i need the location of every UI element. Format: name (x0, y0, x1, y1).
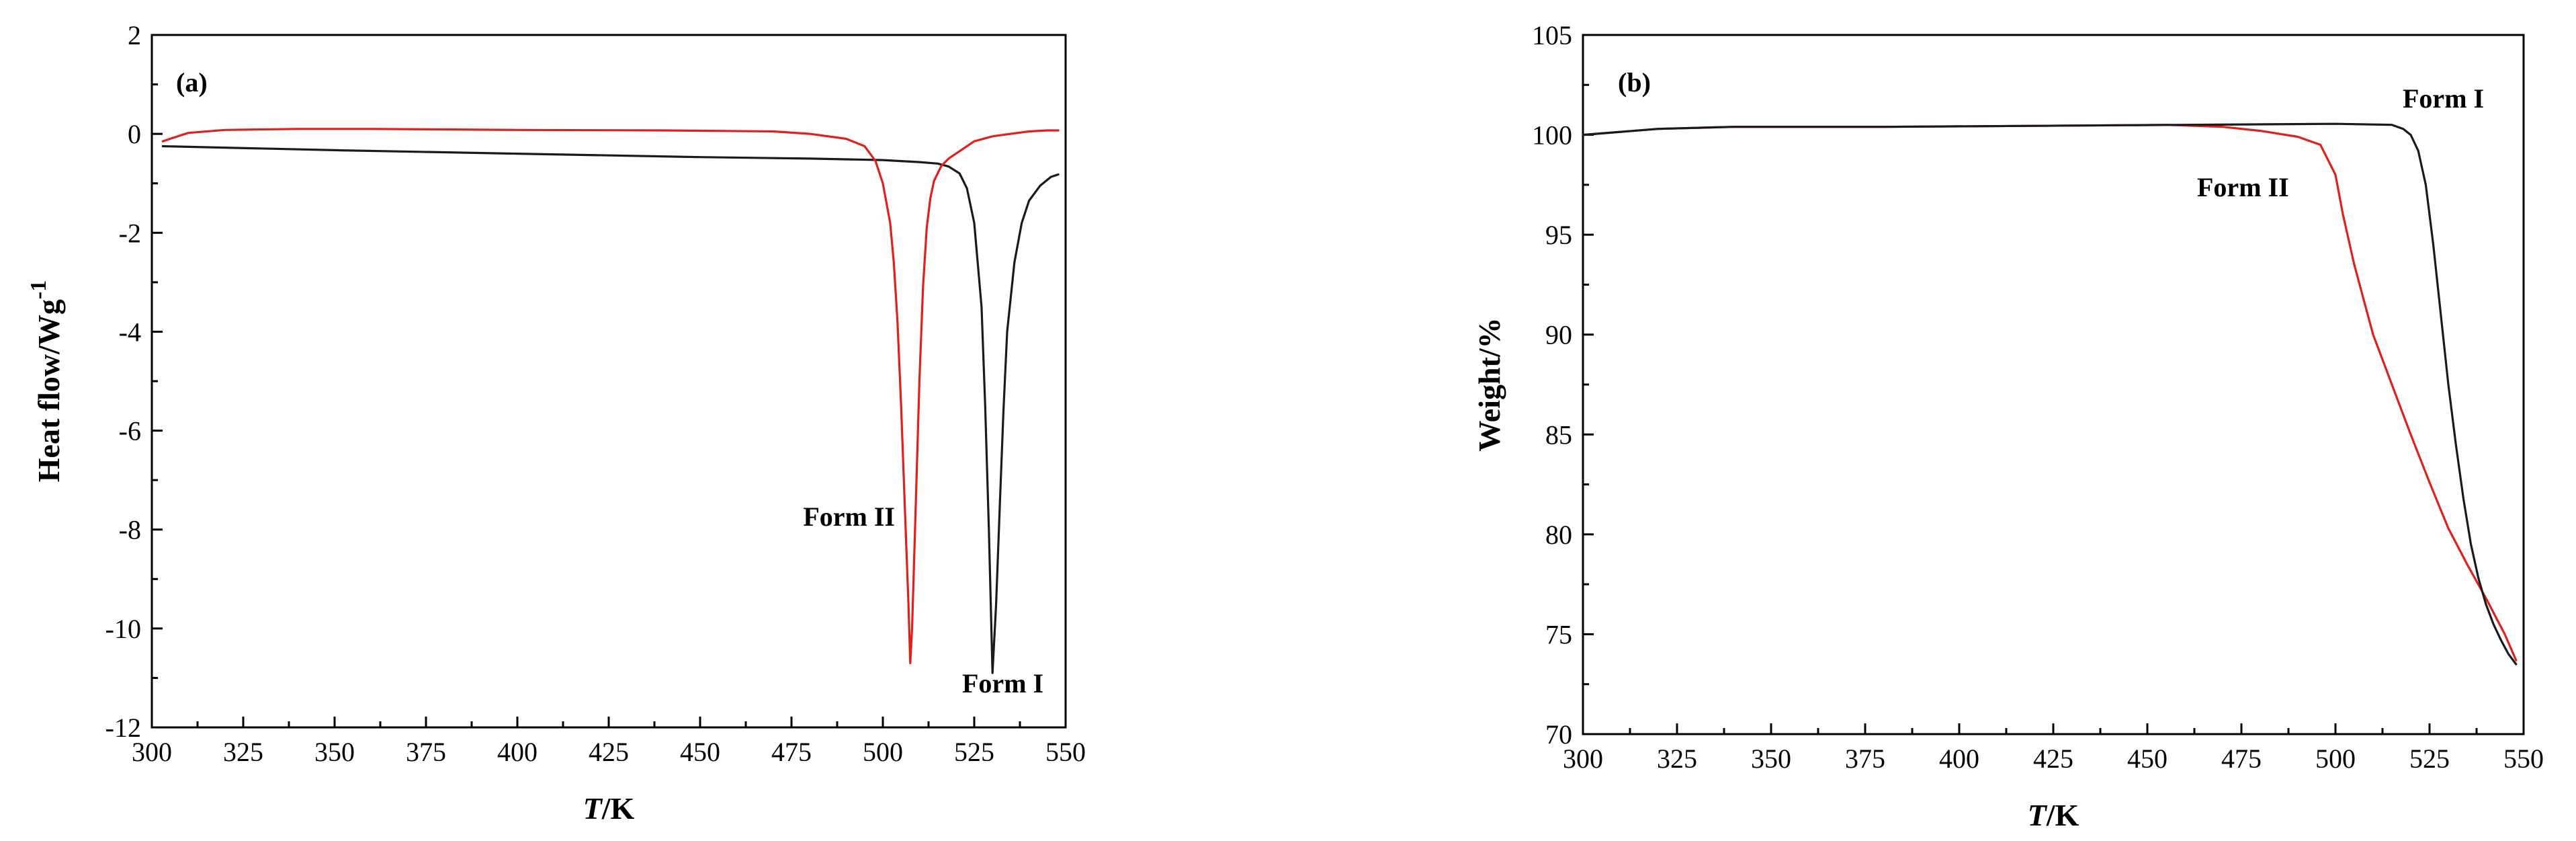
panel-b-x-tick-label: 500 (2315, 744, 2356, 774)
panel-a-x-axis-label-rest: /K (601, 791, 635, 826)
panel-b-plot-frame (1582, 34, 2525, 735)
panel-b-x-tick-label: 375 (1845, 744, 1885, 774)
panel-a-x-tick-label: 475 (771, 737, 812, 767)
panel-a-x-tick-label: 425 (589, 737, 629, 767)
panel-b-y-tick-label: 75 (1545, 619, 1572, 649)
panel-b-x-axis-label: T/K (2028, 798, 2079, 832)
panel-b-x-tick-label: 400 (1939, 744, 1979, 774)
panel-b-y-tick-label: 90 (1545, 320, 1572, 350)
panel-b-y-tick-label: 95 (1545, 220, 1572, 250)
panel-b-y-tick-label: 85 (1545, 419, 1572, 450)
panel-a-y-tick-label: -6 (119, 416, 141, 446)
panel-a-y-tick-label: 2 (128, 20, 141, 50)
panel-a-x-tick-label: 500 (863, 737, 903, 767)
panel-a-series (161, 128, 1060, 674)
panel-a-series-form-i (161, 145, 1060, 674)
panel-a-label: (a) (176, 67, 208, 97)
panel-a-x-tick-label: 450 (680, 737, 720, 767)
panel-b-x-axis-label-rest: /K (2046, 798, 2079, 832)
panel-a-ticks: 300 325 350 375 400 425 450 475 500 525 550 -12 -10 -… (105, 20, 1086, 767)
panel-a-x-tick-label: 400 (497, 737, 538, 767)
panel-a-plot-frame (151, 34, 1067, 729)
panel-a-x-tick-label: 525 (954, 737, 994, 767)
panel-a-series-form-ii (161, 128, 1060, 665)
panel-a-x-tick-label: 375 (406, 737, 446, 767)
panel-a-annotation-form-i: Form I (962, 668, 1043, 698)
panel-a-heat-flow: 300 325 350 375 400 425 450 475 500 525 550-12-10-… (26, 20, 1086, 826)
panel-b-x-tick-label: 350 (1751, 744, 1791, 774)
panel-b-y-axis-label: Weight/% (1472, 317, 1506, 451)
panel-a-x-axis-label: T/K (583, 791, 635, 826)
panel-b-ticks: 300 325 350 375 400 425 450 475 500 525 550 70 75 80 8… (1532, 20, 2544, 774)
panel-b-x-tick-label: 300 (1563, 744, 1603, 774)
panel-b-x-tick-label: 325 (1657, 744, 1697, 774)
panel-b-annotation-form-i: Form I (2403, 83, 2484, 114)
panel-b-x-tick-label: 450 (2127, 744, 2167, 774)
panel-a-y-tick-label: -8 (119, 515, 141, 545)
panel-a-y-tick-label: 0 (128, 119, 141, 149)
panel-b-y-tick-label: 100 (1532, 120, 1572, 151)
panel-b-y-tick-label: 80 (1545, 520, 1572, 550)
panel-b-series (1582, 122, 2518, 666)
panel-a-x-tick-label: 325 (223, 737, 263, 767)
panel-b-x-axis-label-italic: T (2028, 798, 2048, 832)
panel-b-series-form-i (1582, 122, 2518, 666)
panel-b-label: (b) (1618, 67, 1651, 97)
panel-a-x-tick-label: 300 (132, 737, 172, 767)
panel-a-x-axis-label-italic: T (583, 791, 603, 826)
panel-a-y-axis-label: Heat flow/Wg-1 (26, 280, 66, 482)
panel-b-x-tick-label: 525 (2409, 744, 2450, 774)
panel-a-y-tick-label: -4 (119, 317, 141, 347)
panel-b-annotation-form-ii: Form II (2197, 172, 2289, 202)
panel-b-x-tick-label: 425 (2033, 744, 2073, 774)
panel-a-annotation-form-ii: Form II (803, 502, 895, 532)
panel-b-series-form-ii (1582, 124, 2518, 662)
panel-b-x-tick-label: 475 (2221, 744, 2262, 774)
panel-b-weight: 300 325 350 375 400 425 450 475 500 525 550 70 75 80 8… (1472, 20, 2544, 832)
panel-a-y-tick-label: -10 (105, 614, 141, 644)
panel-b-y-tick-label: 105 (1532, 20, 1572, 50)
panel-a-x-tick-label: 350 (314, 737, 355, 767)
panel-a-y-axis-label-sup: -1 (26, 280, 51, 299)
panel-a-y-axis-label-main: Heat flow/Wg (32, 299, 66, 482)
panel-b-x-tick-label: 550 (2503, 744, 2544, 774)
panel-b-y-tick-label: 70 (1545, 719, 1572, 750)
panel-a-y-tick-label: -2 (119, 218, 141, 248)
panel-a-x-tick-label: 550 (1045, 737, 1086, 767)
panel-a-y-tick-label: -12 (105, 713, 141, 743)
